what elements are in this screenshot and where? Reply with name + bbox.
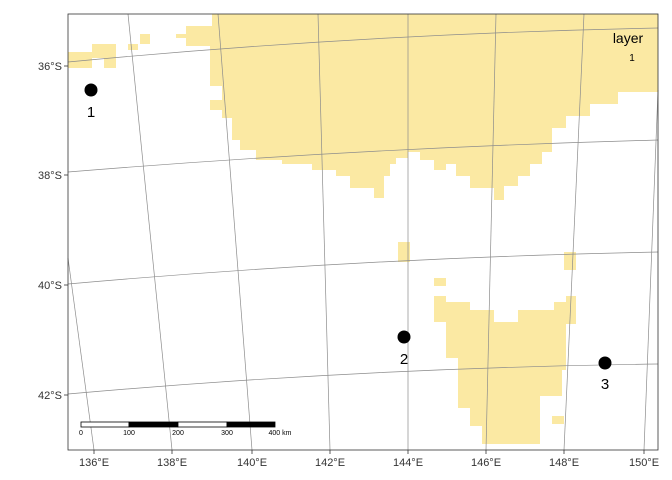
legend-title: layer [613,30,644,46]
lon-label-150e: 150°E [629,457,659,469]
point-layer: 1 2 3 [84,83,612,393]
mainland-landmass [68,14,658,200]
scale-bar-label-0: 0 [79,430,83,437]
lat-label-38s: 38°S [38,170,62,182]
map-panel-border [67,13,659,451]
point-label-1: 1 [87,104,95,121]
graticule [67,13,659,451]
parallel-42s [67,363,659,395]
meridian-136e [67,257,95,451]
point-marker-2 [397,330,411,344]
parallel-40s [67,251,659,285]
legend-value: 1 [629,53,635,64]
scale-bar-label-100: 100 [123,430,135,437]
lat-label-36s: 36°S [38,61,62,73]
point-marker-1 [84,83,98,97]
meridian-146e [485,13,497,451]
lat-label-42s: 42°S [38,390,62,402]
meridian-142e [317,13,331,451]
scale-bar-segment-black [128,421,179,428]
scale-bar: 0 100 200 300 400 km [79,421,292,437]
lon-axis: 136°E 138°E 140°E 142°E 144°E 146°E 148°… [79,450,659,469]
scale-bar-label-400: 400 km [269,430,292,437]
legend: layer 1 [613,30,644,64]
scale-bar-segment-white [177,421,228,428]
small-island [564,252,576,270]
point-marker-3 [598,356,612,370]
lat-axis: 36°S 38°S 40°S 42°S [38,61,68,402]
lon-label-142e: 142°E [315,457,345,469]
parallel-36s [67,27,659,63]
land-layer [68,14,658,444]
meridian-138e [127,13,173,451]
scale-bar-segment-black [226,421,276,428]
lon-label-148e: 148°E [549,457,579,469]
point-label-2: 2 [400,351,408,368]
lon-label-146e: 146°E [471,457,501,469]
scale-bar-label-300: 300 [221,430,233,437]
scale-bar-segment-white [80,421,130,428]
tasmania-landmass [434,296,576,444]
meridian-148e [563,13,585,451]
point-label-3: 3 [601,376,609,393]
small-island [434,278,446,286]
scale-bar-label-200: 200 [172,430,184,437]
small-island [398,242,410,262]
lon-label-136e: 136°E [79,457,109,469]
meridian-150e [643,89,659,451]
lon-label-138e: 138°E [157,457,187,469]
lat-label-40s: 40°S [38,280,62,292]
lon-label-144e: 144°E [393,457,423,469]
lon-label-140e: 140°E [237,457,267,469]
parallel-38s [67,139,659,173]
meridian-140e [217,13,253,451]
small-island [552,416,564,424]
